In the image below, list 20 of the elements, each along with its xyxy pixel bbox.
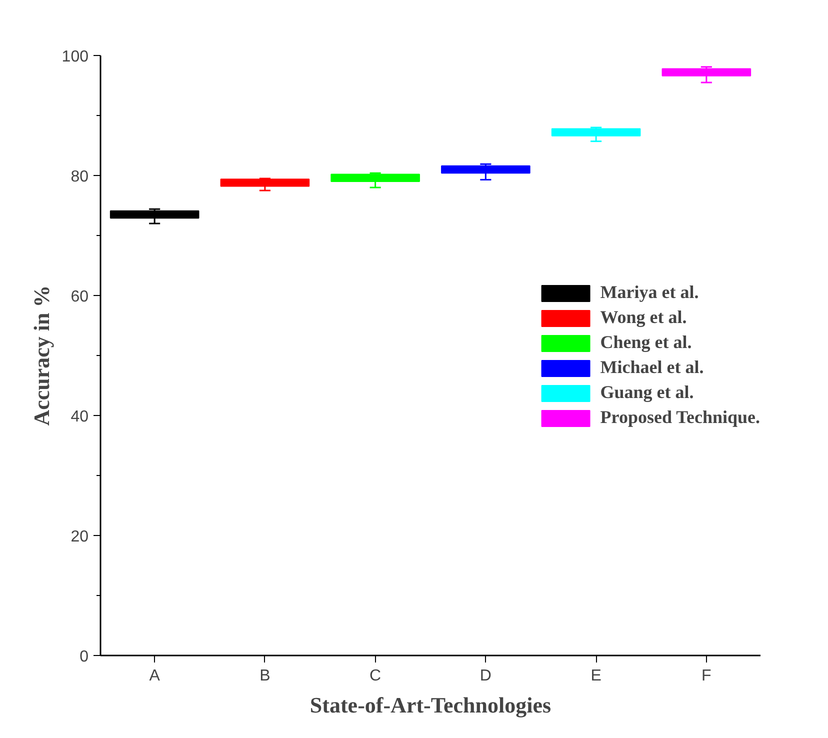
y-tick-label: 80	[70, 168, 89, 186]
legend-label: Cheng et al.	[600, 332, 692, 353]
legend-label: Michael et al.	[600, 357, 704, 378]
x-axis-title: State-of-Art-Technologies	[310, 692, 552, 718]
y-axis-title: Accuracy in %	[28, 285, 54, 426]
y-tick-label: 60	[70, 288, 89, 306]
legend-label: Guang et al.	[600, 382, 694, 403]
x-tick-label: B	[260, 668, 270, 684]
legend-label: Proposed Technique.	[600, 407, 760, 428]
x-tick-label: A	[149, 668, 160, 684]
x-tick-label: D	[480, 668, 492, 684]
x-tick-label: C	[370, 668, 382, 684]
y-tick-label: 40	[70, 408, 89, 426]
y-tick-label: 0	[80, 648, 89, 666]
legend-label: Wong et al.	[600, 307, 687, 328]
legend-label: Mariya et al.	[600, 282, 699, 303]
x-tick-label: E	[590, 668, 602, 684]
y-tick-label: 20	[70, 528, 89, 546]
x-tick-label: F	[702, 668, 712, 684]
y-tick-label: 100	[62, 48, 89, 66]
